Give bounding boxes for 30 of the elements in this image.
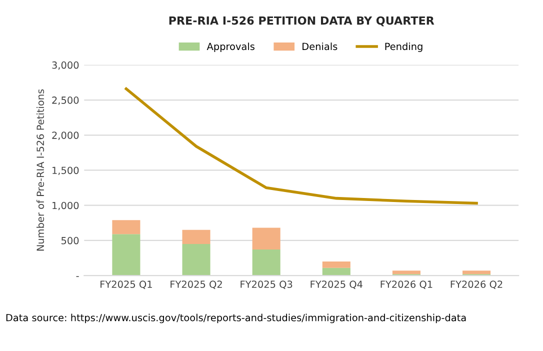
- y-tick-label: 2,000: [52, 132, 79, 140]
- y-tick-label: 500: [61, 236, 79, 244]
- y-tick-label: 1,500: [52, 166, 79, 176]
- y-axis-title: Number of Pre-RIA I-526 Petitions: [36, 89, 44, 251]
- chart-title: PRE-RIA I-526 PETITION DATA BY QUARTER: [169, 16, 434, 26]
- y-tick-label: 2,500: [52, 96, 79, 105]
- bar: [252, 250, 280, 276]
- x-tick-label: FY2026 Q2: [450, 280, 502, 290]
- source-note: Data source: https://www.uscis.gov/tools/reports-and-studies/immigration-and-citizenship-data: [6, 314, 466, 324]
- bar: [322, 268, 350, 276]
- bar: [182, 244, 210, 276]
- y-tick-label: 3,000: [52, 61, 79, 70]
- bar: [252, 228, 280, 250]
- x-tick-label: FY2025 Q4: [310, 280, 362, 290]
- line-series: [124, 87, 478, 205]
- y-tick-label: -: [76, 276, 79, 277]
- bar: [112, 220, 140, 234]
- legend-label: Pending: [385, 42, 422, 52]
- bar: [462, 270, 491, 274]
- x-tick-label: FY2025 Q3: [240, 280, 292, 290]
- y-tick-label: 1,000: [52, 202, 79, 210]
- bar: [182, 230, 210, 244]
- legend-label: Denials: [302, 42, 338, 50]
- legend-label: Approvals: [206, 42, 254, 52]
- x-tick-label: FY2025 Q2: [170, 280, 222, 290]
- x-tick-label: FY2025 Q1: [100, 280, 152, 290]
- x-tick-label: FY2026 Q1: [380, 280, 432, 290]
- bar: [322, 261, 350, 268]
- bar: [112, 234, 140, 276]
- bar: [392, 270, 420, 274]
